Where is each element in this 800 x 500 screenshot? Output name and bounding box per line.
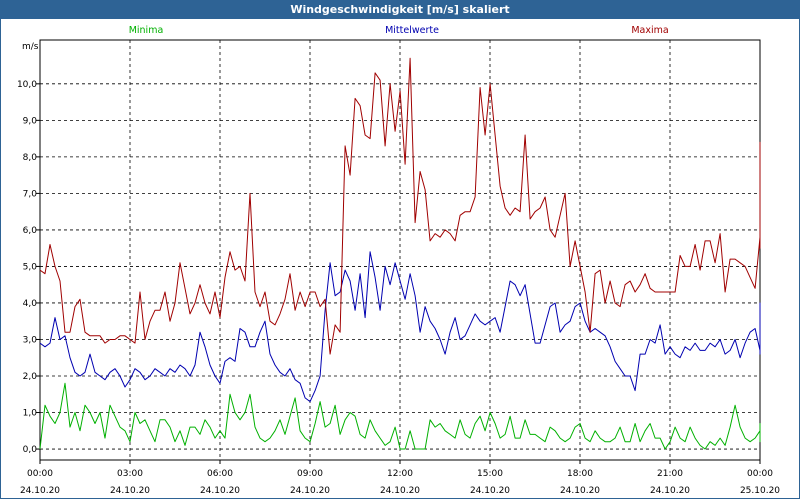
x-tick-date-label: 24.10.20	[20, 486, 60, 496]
y-axis: 0,0 1,0 2,0 3,0 4,0 5,0 6,0 7,0 8,0 9,0 10,0	[17, 80, 40, 455]
legend-entry-maxima: Maxima	[631, 25, 668, 36]
x-tick-date-label: 24.10.20	[200, 486, 240, 496]
series-line-mittelwerte	[39, 251, 761, 403]
y-tick-label: 0,0	[23, 445, 38, 455]
y-tick-label: 4,0	[23, 299, 38, 309]
x-axis: 00:00 24.10.20 03:00 24.10.20 06:00 24.10.20 0…	[20, 460, 780, 496]
y-tick-label: 7,0	[23, 189, 38, 199]
x-tick-time-label: 03:00	[117, 469, 143, 479]
y-axis-unit-label: m/s	[22, 42, 39, 52]
x-tick-date-label: 24.10.20	[110, 486, 150, 496]
series-line-maxima	[39, 57, 761, 355]
y-tick-label: 3,0	[23, 335, 38, 345]
x-tick-date-label: 24.10.20	[650, 486, 690, 496]
x-tick-time-label: 06:00	[207, 469, 233, 479]
y-tick-label: 5,0	[23, 262, 38, 272]
y-tick-label: 6,0	[23, 226, 38, 236]
legend-entry-mittelwerte: Mittelwerte	[385, 25, 439, 36]
y-tick-label: 10,0	[17, 80, 37, 90]
x-tick-date-label: 25.10.20	[740, 486, 780, 496]
x-tick-time-label: 09:00	[297, 469, 323, 479]
series-line-minima	[39, 382, 761, 450]
y-tick-label: 9,0	[23, 116, 38, 126]
x-tick-time-label: 18:00	[567, 469, 593, 479]
legend-entry-minima: Minima	[129, 25, 164, 36]
chart-title: Windgeschwindigkeit [m/s] skaliert	[290, 3, 510, 16]
y-tick-label: 1,0	[23, 409, 38, 419]
x-tick-date-label: 24.10.20	[380, 486, 420, 496]
x-tick-date-label: 24.10.20	[470, 486, 510, 496]
legend: Minima Mittelwerte Maxima	[129, 25, 669, 36]
chart-title-bar: Windgeschwindigkeit [m/s] skaliert	[0, 0, 800, 19]
y-tick-label: 2,0	[23, 372, 38, 382]
x-tick-date-label: 24.10.20	[560, 486, 600, 496]
grid-lines	[40, 40, 760, 460]
x-tick-date-label: 24.10.20	[290, 486, 330, 496]
x-tick-time-label: 15:00	[477, 469, 503, 479]
x-tick-time-label: 00:00	[747, 469, 773, 479]
x-tick-time-label: 21:00	[657, 469, 683, 479]
x-tick-time-label: 00:00	[27, 469, 53, 479]
y-tick-label: 8,0	[23, 153, 38, 163]
series-lines	[39, 57, 761, 450]
x-tick-time-label: 12:00	[387, 469, 413, 479]
